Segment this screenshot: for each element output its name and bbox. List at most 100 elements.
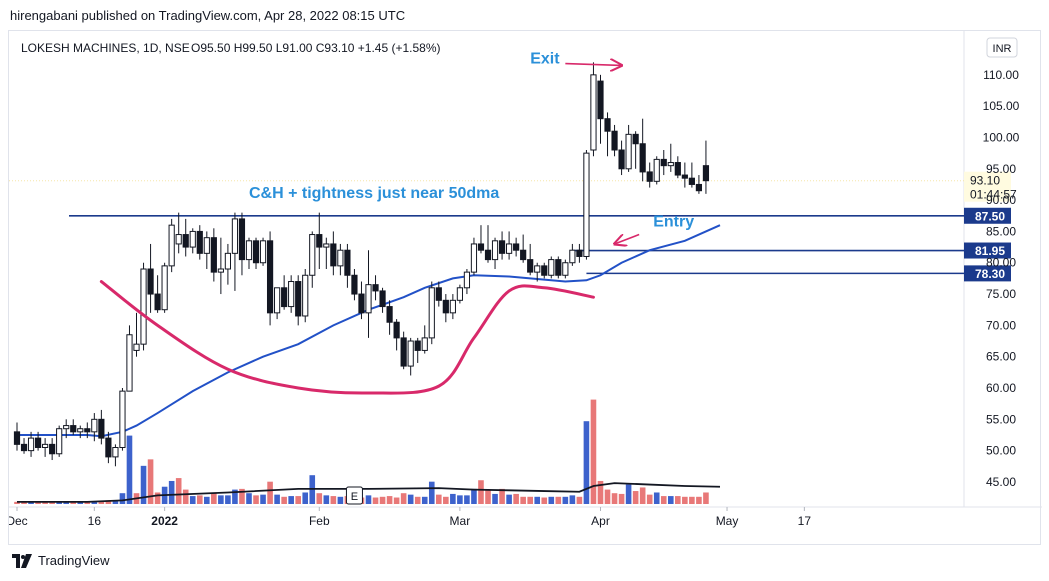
candle	[42, 438, 49, 457]
candle-body	[463, 271, 471, 289]
candle-body	[442, 299, 449, 314]
level-price-label: 78.30	[975, 267, 1005, 281]
candle	[386, 300, 393, 335]
y-tick-label: 105.00	[983, 99, 1020, 113]
candle	[274, 287, 281, 320]
candle-body	[400, 337, 407, 367]
candle	[161, 262, 168, 313]
candle	[393, 319, 400, 351]
event-marker	[345, 486, 363, 505]
volume-bar	[562, 496, 569, 504]
candle-body	[295, 281, 302, 317]
candle	[498, 231, 506, 260]
volume-bar	[189, 496, 196, 504]
volume-bar	[182, 489, 189, 504]
volume-bar	[646, 494, 653, 504]
candle-body	[590, 74, 597, 151]
candle	[379, 287, 386, 313]
volume-bar	[42, 501, 48, 504]
candle-body	[527, 259, 534, 273]
candle	[238, 212, 246, 276]
candle	[667, 143, 674, 172]
candle	[653, 156, 660, 185]
candle-body	[393, 321, 400, 339]
candle-body	[302, 274, 309, 317]
footer-brand[interactable]: TradingView	[12, 553, 110, 568]
volume-bar	[91, 501, 98, 504]
candle-body	[309, 234, 316, 276]
candle-body	[84, 428, 91, 433]
candle	[463, 269, 471, 295]
candle	[421, 325, 428, 354]
candle	[126, 325, 133, 392]
candle	[259, 237, 267, 266]
currency-badge[interactable]	[986, 37, 1018, 58]
volume-bar	[84, 501, 91, 504]
candle	[330, 231, 337, 276]
candle	[365, 250, 372, 338]
candle-body	[91, 418, 98, 433]
y-tick-label: 110.00	[983, 68, 1019, 82]
volume-bar	[119, 493, 126, 504]
candle	[400, 331, 407, 370]
candle-body	[161, 265, 168, 311]
candle-body	[175, 234, 182, 245]
candle	[555, 256, 562, 279]
volume-bar	[506, 494, 512, 504]
publisher-credit: hirengabani published on TradingView.com…	[10, 8, 406, 23]
candle-body	[70, 425, 77, 433]
volume-bar	[653, 492, 660, 504]
candle-body	[351, 274, 358, 295]
volume-bar	[604, 489, 611, 504]
candle-body	[639, 143, 646, 173]
candle	[569, 243, 576, 266]
candle	[562, 259, 569, 279]
candle-body	[379, 290, 386, 308]
candle-body	[147, 268, 154, 295]
candle	[98, 409, 105, 445]
candle	[133, 312, 140, 357]
candle-body	[618, 149, 625, 170]
candle-body	[344, 249, 351, 276]
candle	[196, 225, 203, 260]
candle	[674, 156, 681, 179]
candle	[20, 438, 28, 454]
candle-body	[245, 240, 253, 261]
candle	[456, 284, 463, 304]
candle	[513, 237, 520, 257]
x-tick-label: 17	[798, 514, 812, 528]
volume-bar	[471, 488, 477, 504]
x-tick-label: Apr	[591, 514, 610, 528]
annotation-text: C&H + tightness just near 50dma	[249, 185, 499, 202]
candle-body	[372, 284, 379, 292]
candle	[266, 231, 274, 326]
volume-bar	[126, 435, 133, 504]
candle-body	[646, 171, 653, 182]
chart-frame[interactable]: E 87.50 81.95 78.30 93.10 01:44:57 C&H + tig…	[8, 30, 1042, 546]
candle-body	[470, 243, 478, 273]
y-tick-label: 90.00	[986, 193, 1016, 207]
candle-body	[168, 224, 175, 267]
volume-bar	[175, 478, 182, 504]
volume-bar	[569, 495, 576, 504]
candle-body	[288, 281, 295, 308]
candle	[77, 425, 84, 439]
volume-bar	[330, 496, 337, 504]
candle-body	[674, 162, 681, 176]
volume-bar	[225, 495, 231, 504]
candle	[182, 218, 189, 257]
cup-curve	[99, 280, 595, 395]
candle-body	[386, 306, 393, 323]
volume-bar	[232, 489, 238, 504]
volume-bar	[520, 496, 526, 504]
candle	[281, 275, 288, 310]
header-symbol: LOKESH MACHINES, 1D, NSE	[21, 41, 190, 55]
level-price-label: 81.95	[975, 244, 1005, 258]
candle	[154, 275, 161, 313]
candle-body	[604, 118, 611, 132]
entry-arrow	[615, 233, 640, 244]
candle	[414, 337, 421, 363]
candle-body	[513, 243, 520, 251]
volume-bar	[288, 496, 294, 504]
